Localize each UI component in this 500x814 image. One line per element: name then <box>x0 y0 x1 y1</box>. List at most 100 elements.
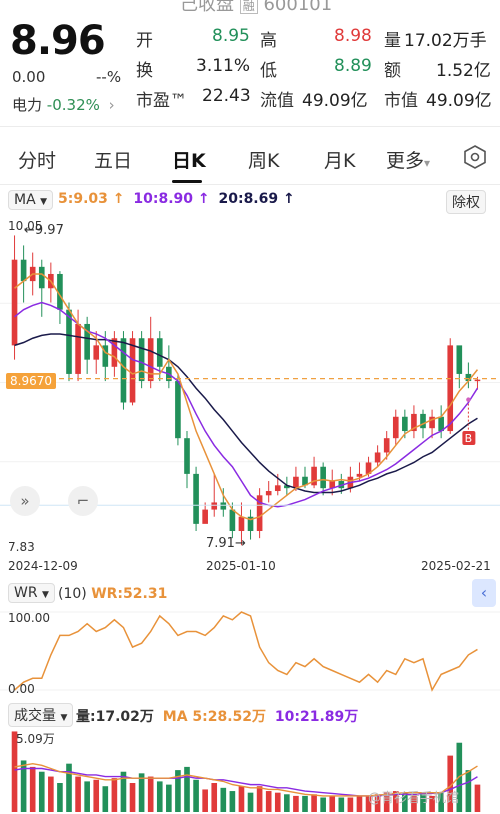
volume-bar <box>402 792 408 812</box>
tab-monthly-k[interactable]: 月K <box>324 150 356 172</box>
caret-down-icon: ▼ <box>42 590 49 600</box>
candle-body <box>374 452 381 463</box>
ma5-line <box>14 273 479 521</box>
candle-body <box>274 485 281 492</box>
tab-five-day[interactable]: 五日 <box>94 150 133 172</box>
volume-bar <box>411 794 417 812</box>
volume-bar <box>265 791 272 812</box>
candle-body <box>93 345 100 360</box>
volume-bar <box>129 783 136 812</box>
candle-body <box>202 509 208 524</box>
amount-label: 额 <box>384 61 401 81</box>
volume-bar <box>156 781 163 812</box>
ma20-value: 20:8.69 ↑ <box>218 191 295 207</box>
volume-selector[interactable]: 成交量 ▼ <box>8 703 74 727</box>
ma-selector[interactable]: MA ▼ <box>8 190 54 210</box>
candle-body <box>265 491 272 496</box>
kline-chart[interactable]: B <box>0 218 500 553</box>
volume-ma10-line <box>14 767 478 797</box>
hexagon-gear-icon[interactable] <box>462 144 488 175</box>
turnover-label: 换 <box>136 61 153 81</box>
float-label: 流值 <box>260 91 294 111</box>
candle-body <box>365 462 372 474</box>
wr-chart <box>0 611 500 692</box>
date-start: 2024-12-09 <box>8 559 78 573</box>
candle-body <box>184 438 190 474</box>
tab-intraday[interactable]: 分时 <box>18 150 57 172</box>
volume-bar <box>383 792 390 812</box>
tab-more[interactable]: 更多▾ <box>386 150 431 172</box>
volume-bar <box>20 760 27 812</box>
buy-marker-badge <box>462 431 476 446</box>
candle-body <box>193 473 199 524</box>
fullscreen-icon[interactable]: ⌐ <box>68 486 98 516</box>
buy-marker-dot <box>466 397 471 402</box>
wr-selector[interactable]: WR ▼ <box>8 583 55 603</box>
wr-axis-top: 100.00 <box>8 611 50 625</box>
high-marker: ←9.97 <box>24 223 64 238</box>
volume-current: 量:17.02万 <box>76 709 154 725</box>
volume-bar <box>48 776 54 812</box>
chevron-right-icon: › <box>108 96 115 114</box>
y-axis-top: 10.05 <box>8 219 43 233</box>
volume-bar <box>29 766 36 812</box>
candle-body <box>302 476 308 486</box>
volume-bar <box>392 791 399 812</box>
candle-body <box>447 345 454 432</box>
tab-daily-k[interactable]: 日K <box>172 150 206 172</box>
period-tabs: 分时 五日 日K 周K 月K 更多▾ <box>0 144 500 183</box>
candle-body <box>383 438 390 453</box>
volume-ma5: MA 5:28.52万 <box>162 709 267 725</box>
volume-value: 17.02万手 <box>404 31 487 51</box>
candle-body <box>111 338 118 367</box>
wr-param: (10) <box>58 586 87 602</box>
sector-label: 电力 <box>12 96 43 114</box>
candle-body <box>284 485 290 489</box>
sector-power[interactable]: 电力 -0.32% › <box>12 94 115 115</box>
volume-bar <box>238 786 245 812</box>
divider <box>0 126 500 127</box>
float-value: 49.09亿 <box>302 91 368 111</box>
volume-bar <box>193 779 199 812</box>
adjustment-selector[interactable]: 除权 <box>446 190 486 214</box>
low-value: 8.89 <box>334 56 372 76</box>
tab-weekly-k[interactable]: 周K <box>248 150 280 172</box>
candle-body <box>102 345 109 367</box>
mcap-value: 49.09亿 <box>426 91 492 111</box>
volume-bar <box>474 784 481 812</box>
candle-body <box>20 259 27 282</box>
volume-bar <box>429 795 435 812</box>
candle-body <box>175 381 181 439</box>
y-axis-bottom: 7.83 <box>8 540 35 554</box>
date-end: 2025-02-21 <box>421 559 491 573</box>
collapse-panel-icon[interactable]: ‹ <box>472 579 496 607</box>
candle-body <box>293 476 299 489</box>
volume-bar <box>111 778 118 812</box>
header-cut-title: 己收盘 融 600101 <box>180 0 333 15</box>
watermark: @青衫看手机馆 <box>368 791 460 806</box>
candle-body <box>356 473 363 477</box>
volume-bar <box>293 795 299 812</box>
wr-axis-bottom: 0.00 <box>8 682 35 696</box>
divider <box>0 184 500 185</box>
volume-bar <box>438 792 444 812</box>
expand-icon[interactable]: » <box>10 486 40 516</box>
candle-body <box>456 345 463 374</box>
candle-body <box>474 379 481 382</box>
pe-value: 22.43 <box>202 86 251 106</box>
price-change-percent: --% <box>96 68 122 86</box>
volume-bar <box>147 776 154 812</box>
candle-body <box>211 502 218 510</box>
candle-body <box>392 416 399 439</box>
candle-body <box>147 338 154 382</box>
ma10-line <box>14 301 479 508</box>
volume-bar <box>166 784 172 812</box>
volume-axis-top: 5.09万 <box>16 732 55 746</box>
candle-body <box>465 373 472 382</box>
volume-chart <box>11 731 481 812</box>
candle-body <box>129 338 136 403</box>
candle-body <box>429 416 435 429</box>
low-marker: 7.91→ <box>206 536 246 551</box>
volume-bar <box>84 781 90 812</box>
candle-body <box>38 266 45 289</box>
